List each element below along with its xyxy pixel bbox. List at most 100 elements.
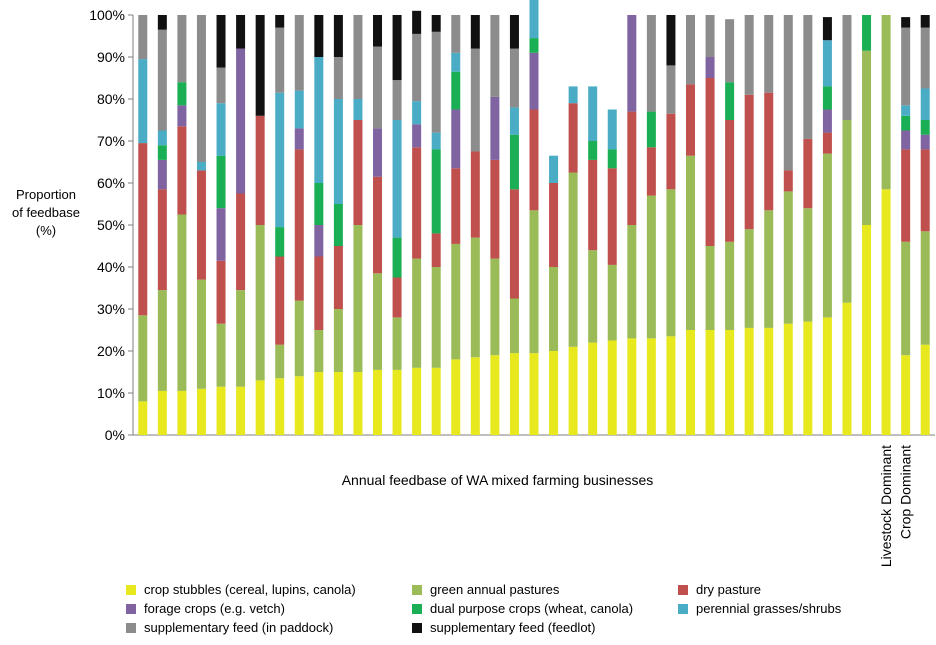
y-tick-label: 10% xyxy=(97,385,125,401)
x-category-label: Livestock Dominant xyxy=(878,445,894,567)
bar-segment xyxy=(744,15,754,95)
bar-segment xyxy=(314,225,324,257)
bar-segment xyxy=(412,367,422,435)
bar-segment xyxy=(196,170,206,280)
bar-segment xyxy=(568,346,578,435)
legend-item: green annual pastures xyxy=(412,582,559,597)
bar-segment xyxy=(236,290,246,387)
bar-segment xyxy=(373,273,383,370)
bar-segment xyxy=(685,15,695,85)
bar-segment xyxy=(588,86,598,141)
bar-segment xyxy=(685,84,695,156)
legend-item: supplementary feed (feedlot) xyxy=(412,620,595,635)
legend-label: crop stubbles (cereal, lupins, canola) xyxy=(144,582,356,597)
legend-swatch xyxy=(678,603,688,614)
bar-segment xyxy=(607,340,617,435)
bar-segment xyxy=(392,120,402,238)
bar-segment xyxy=(294,15,304,91)
bar-segment xyxy=(431,31,441,133)
bar-segment xyxy=(842,15,852,120)
bar-segment xyxy=(196,279,206,389)
bar-segment xyxy=(470,15,480,49)
bar-segment xyxy=(646,147,656,196)
bar-segment xyxy=(862,15,872,51)
bar-segment xyxy=(627,15,637,112)
bar-segment xyxy=(803,208,813,322)
bar-segment xyxy=(451,15,461,53)
bar-segment xyxy=(138,401,148,435)
bar-segment xyxy=(881,15,891,190)
bar-segment xyxy=(627,225,637,339)
legend-item: supplementary feed (in paddock) xyxy=(126,620,333,635)
bar-segment xyxy=(764,15,774,93)
bar-segment xyxy=(529,353,539,435)
bar-segment xyxy=(490,355,500,435)
bar-segment xyxy=(725,241,735,330)
bar-segment xyxy=(236,386,246,435)
bar-segment xyxy=(509,107,519,135)
bar-segment xyxy=(431,367,441,435)
legend-swatch xyxy=(126,584,136,595)
bar-segment xyxy=(666,65,676,114)
bar-segment xyxy=(177,126,187,215)
bar-segment xyxy=(333,309,343,372)
bar-segment xyxy=(607,109,617,150)
bar-segment xyxy=(822,86,832,110)
bar-segment xyxy=(412,147,422,259)
legend-item: dual purpose crops (wheat, canola) xyxy=(412,601,633,616)
y-tick-label: 0% xyxy=(105,427,125,443)
bar-segment xyxy=(646,338,656,435)
bar-segment xyxy=(803,321,813,435)
legend-item: crop stubbles (cereal, lupins, canola) xyxy=(126,582,356,597)
bar-segment xyxy=(588,250,598,343)
legend-label: green annual pastures xyxy=(430,582,560,597)
bar-segment xyxy=(216,208,226,261)
bar-segment xyxy=(862,225,872,435)
bar-segment xyxy=(157,189,167,291)
legend-swatch xyxy=(412,584,422,595)
bar-segment xyxy=(666,189,676,337)
bar-segment xyxy=(568,103,578,173)
bar-segment xyxy=(920,27,930,89)
bar-segment xyxy=(529,52,539,110)
bar-segment xyxy=(333,246,343,309)
bar-segment xyxy=(392,317,402,370)
bar-segment xyxy=(588,342,598,435)
legend-label: dry pasture xyxy=(696,582,762,597)
bar-segment xyxy=(392,369,402,435)
bar-segment xyxy=(764,327,774,435)
legend-item: dry pasture xyxy=(678,582,761,597)
bar-segment xyxy=(920,344,930,435)
bar-segment xyxy=(666,336,676,435)
bar-segment xyxy=(920,149,930,232)
bar-segment xyxy=(275,227,285,257)
y-axis-title-line: Proportion xyxy=(16,187,76,202)
bar-segment xyxy=(294,376,304,435)
bar-segment xyxy=(138,59,148,144)
bar-segment xyxy=(314,57,324,183)
bar-segment xyxy=(196,388,206,435)
bar-segment xyxy=(685,330,695,435)
bar-segment xyxy=(549,267,559,351)
bar-segment xyxy=(803,15,813,139)
bar-segment xyxy=(353,15,363,99)
bar-segment xyxy=(392,277,402,318)
bar-segment xyxy=(236,193,246,291)
bar-segment xyxy=(177,82,187,106)
bar-segment xyxy=(451,52,461,72)
bar-segment xyxy=(822,153,832,318)
bar-segment xyxy=(509,189,519,299)
y-tick-label: 30% xyxy=(97,301,125,317)
legend-label: dual purpose crops (wheat, canola) xyxy=(430,601,634,616)
bar-segment xyxy=(353,99,363,120)
bar-segment xyxy=(236,15,246,49)
bar-segment xyxy=(177,15,187,83)
bar-segment xyxy=(216,155,226,209)
bar-segment xyxy=(412,101,422,125)
bar-segment xyxy=(431,15,441,32)
bar-segment xyxy=(901,115,911,131)
bar-segment xyxy=(451,359,461,435)
legend-swatch xyxy=(126,622,136,633)
legend-swatch xyxy=(412,603,422,614)
